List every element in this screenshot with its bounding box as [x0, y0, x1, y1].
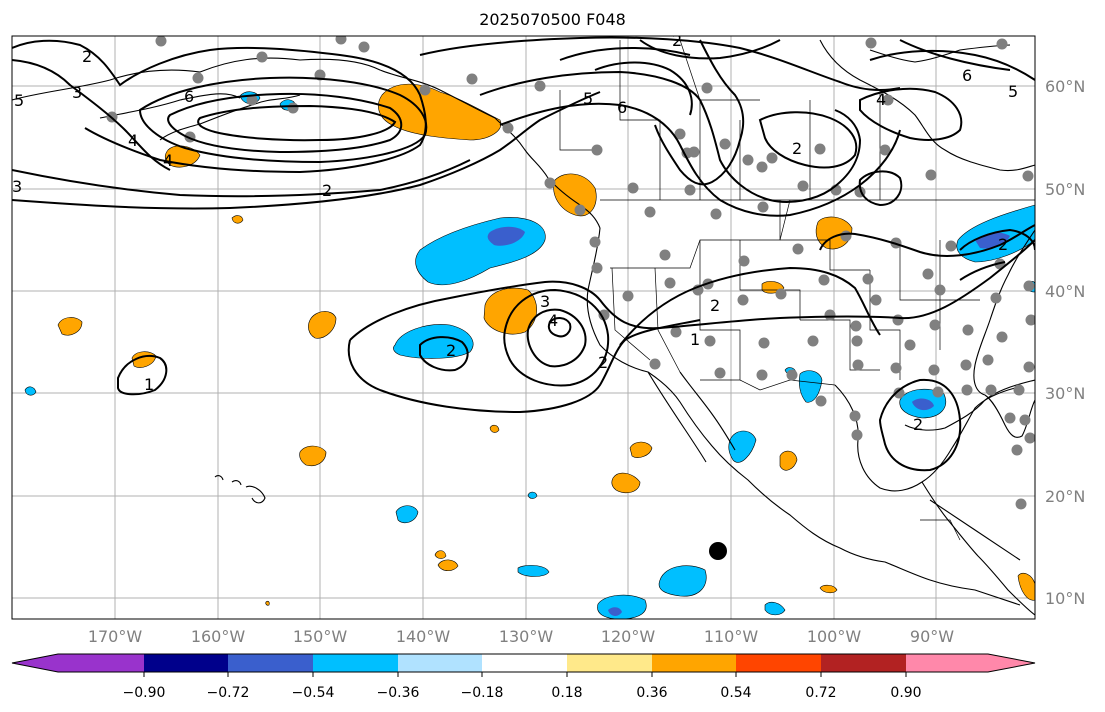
colorbar-tick-label: 0.54	[720, 685, 751, 701]
colorbar-segment	[398, 654, 482, 672]
lon-label: 90°W	[910, 627, 954, 646]
colorbar-segment	[228, 654, 313, 672]
contour-label: 2	[598, 353, 608, 372]
contour-label: 6	[962, 66, 972, 85]
lat-label: 20°N	[1045, 487, 1085, 506]
contour-lines	[12, 36, 1035, 472]
contour-label: 2	[672, 31, 682, 50]
contour-label: 3	[12, 177, 22, 196]
colorbar-tick-label: −0.18	[461, 685, 504, 701]
colorbar-segment	[906, 654, 988, 672]
contour-label: 5	[14, 91, 24, 110]
colorbar-tick-label: −0.54	[292, 685, 335, 701]
contour-label: 2	[998, 235, 1008, 254]
contour-label: 4	[876, 90, 886, 109]
contour-label: 1	[144, 375, 154, 394]
contour-label: 6	[184, 87, 194, 106]
contour-label: 3	[72, 83, 82, 102]
storm-center-marker	[709, 542, 727, 560]
contour-label: 4	[163, 151, 173, 170]
colorbar: −0.90 −0.72 −0.54 −0.36 −0.18 0.18 0.36 …	[11, 653, 1036, 701]
lon-label: 140°W	[396, 627, 451, 646]
lon-label: 150°W	[293, 627, 348, 646]
lon-label: 100°W	[807, 627, 862, 646]
contour-label: 1	[690, 330, 700, 349]
political-borders	[559, 39, 1035, 541]
colorbar-outline	[11, 653, 1036, 673]
colorbar-segment	[821, 654, 906, 672]
contour-label: 2	[446, 341, 456, 360]
contour-label: 4	[128, 131, 138, 150]
colorbar-tick-label: 0.90	[890, 685, 921, 701]
colorbar-segment	[313, 654, 398, 672]
colorbar-tick-label: 0.36	[636, 685, 667, 701]
contour-label: 2	[82, 47, 92, 66]
map-frame	[11, 35, 1036, 620]
map-title: 2025070500 F048	[479, 10, 626, 29]
lat-label: 50°N	[1045, 180, 1085, 199]
station-dots	[106, 36, 1035, 510]
colorbar-tick-label: 0.72	[805, 685, 836, 701]
lat-label: 40°N	[1045, 282, 1085, 301]
colorbar-segment	[567, 654, 652, 672]
lat-label: 10°N	[1045, 589, 1085, 608]
contour-label: 2	[322, 181, 332, 200]
lat-label: 60°N	[1045, 77, 1085, 96]
contour-label: 5	[583, 89, 593, 108]
colorbar-segment	[58, 654, 144, 672]
contour-label: 2	[710, 296, 720, 315]
contour-label: 2	[913, 415, 923, 434]
colorbar-tick-label: −0.90	[123, 685, 166, 701]
contour-label-group: 2 3 4 5 6 2 4 3 2 5 6 2 6 5 4 2 3 2 4 2 …	[12, 31, 1018, 434]
colorbar-segment	[652, 654, 736, 672]
colorbar-extend-high	[988, 654, 1035, 672]
contour-label: 5	[1008, 82, 1018, 101]
lon-label: 120°W	[601, 627, 656, 646]
latitude-labels: 60°N 50°N 40°N 30°N 20°N 10°N	[1045, 77, 1085, 608]
colorbar-tick-label: −0.36	[377, 685, 420, 701]
positive-anomaly-alaska	[378, 83, 502, 141]
lon-label: 130°W	[499, 627, 554, 646]
colorbar-tick-label: −0.72	[207, 685, 250, 701]
lon-label: 160°W	[191, 627, 246, 646]
contour-label: 3	[540, 292, 550, 311]
graticule	[12, 36, 1035, 619]
lat-label: 30°N	[1045, 384, 1085, 403]
contour-label: 4	[548, 311, 558, 330]
colorbar-segment	[144, 654, 228, 672]
lon-label: 170°W	[88, 627, 143, 646]
longitude-labels: 170°W 160°W 150°W 140°W 130°W 120°W 110°…	[88, 627, 954, 646]
contour-label: 2	[792, 139, 802, 158]
colorbar-segment	[736, 654, 821, 672]
colorbar-tick-label: 0.18	[551, 685, 582, 701]
lon-label: 110°W	[704, 627, 759, 646]
map-content: 2 3 4 5 6 2 4 3 2 5 6 2 6 5 4 2 3 2 4 2 …	[12, 31, 1035, 619]
colorbar-extend-low	[12, 654, 58, 672]
contour-label: 6	[617, 98, 627, 117]
colorbar-segment	[482, 654, 567, 672]
